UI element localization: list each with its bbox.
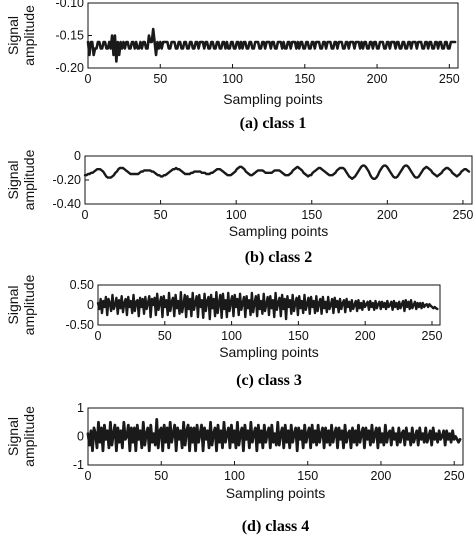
y-axis-title: Signalamplitude [5,274,37,335]
x-axis-title: Sampling points [229,223,329,239]
signal-series-1 [83,164,471,181]
panel-3: 0.500-0.500 50 100 150 200 250Signalamplitude… [5,274,442,389]
panel-caption: (c) class 3 [236,372,302,389]
y-tick-label: 0 [77,430,84,444]
x-tick-label: 50 [153,72,167,86]
x-axis-title: Sampling points [223,91,323,107]
y-axis-title-line: amplitude [21,149,37,210]
y-axis-title-line: amplitude [21,5,37,66]
y-axis-title: Signalamplitude [5,149,37,210]
x-tick-label: 100 [226,208,247,222]
y-axis-title-line: amplitude [21,406,37,467]
x-tick-label: 150 [288,329,309,343]
x-tick-label: 200 [371,469,392,483]
panel-2: 0-0.20-0.400 50 100 150 200 250Signalamplitud… [5,149,473,266]
y-axis-title-line: Signal [5,16,21,55]
plot-frame [84,155,473,205]
x-tick-label: 250 [439,72,460,86]
signal-series-1 [96,291,439,321]
y-axis-title-line: Signal [5,286,21,325]
x-tick-label: 250 [422,329,443,343]
x-axis-title: Sampling points [219,344,319,360]
x-tick-label: 150 [294,72,315,86]
x-tick-label: 150 [297,469,318,483]
x-tick-label: 200 [355,329,376,343]
signal-series-1 [86,417,462,453]
panel-1: -0.10 -0.15 -0.200 50 100 150 200 250 Signalampl… [5,0,460,132]
y-tick-label: 0.50 [70,278,94,292]
panel-caption: (b) class 2 [245,249,313,266]
y-tick-label: 1 [77,401,84,415]
x-tick-label: 0 [85,72,92,86]
panel-caption: (d) class 4 [242,518,310,535]
y-tick-label: -0.20 [53,173,82,187]
y-tick-label: -0.20 [56,61,85,75]
panel-4: 10-10 50 100 150 200 250SignalamplitudeSampli… [5,401,465,535]
y-axis-title-line: Signal [5,161,21,200]
x-tick-label: 150 [301,208,322,222]
y-tick-label: -1 [73,458,84,472]
x-tick-label: 100 [222,72,243,86]
x-tick-label: 100 [221,329,242,343]
y-tick-label: -0.40 [53,197,82,211]
x-tick-label: 50 [154,208,168,222]
y-tick-label: 0 [74,149,81,163]
panel-caption: (a) class 1 [240,115,307,132]
y-axis-title: Signalamplitude [5,5,37,66]
y-tick-label: -0.15 [56,29,85,43]
signal-series-1 [86,27,457,63]
x-tick-label: 0 [95,329,102,343]
y-tick-label: -0.50 [66,318,95,332]
x-tick-label: 200 [377,208,398,222]
y-axis-title-line: amplitude [21,274,37,335]
x-tick-label: 250 [453,208,474,222]
y-axis-title: Signalamplitude [5,406,37,467]
x-tick-label: 50 [154,469,168,483]
y-tick-label: 0 [87,298,94,312]
x-axis-title: Sampling points [226,485,326,501]
x-tick-label: 100 [224,469,245,483]
x-tick-label: 250 [444,469,465,483]
x-tick-label: 50 [158,329,172,343]
x-tick-label: 0 [82,208,89,222]
y-axis-title-line: Signal [5,417,21,456]
x-tick-label: 0 [85,469,92,483]
y-tick-label: -0.10 [56,0,85,10]
x-tick-label: 200 [367,72,388,86]
plot-frame [87,2,459,69]
